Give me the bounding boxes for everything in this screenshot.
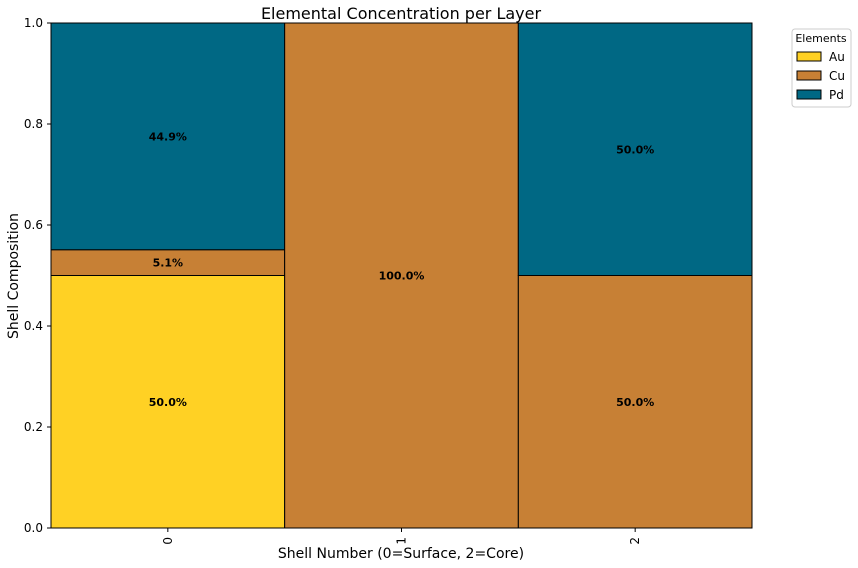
x-tick-label: 1: [395, 537, 409, 545]
data-label-au-0: 50.0%: [149, 396, 187, 409]
data-label-pd-0: 44.9%: [149, 130, 187, 143]
legend-swatch-cu: [796, 70, 822, 81]
x-tick-label: 0: [161, 537, 175, 545]
y-tick-label: 0.6: [24, 218, 43, 232]
y-tick-label: 1.0: [24, 16, 43, 30]
bar-segment-cu-0: [50, 249, 286, 276]
bar-segment-cu-2: [517, 275, 753, 529]
y-axis-label: Shell Composition: [6, 213, 22, 339]
y-tick-label: 0.4: [24, 319, 43, 333]
data-label-cu-0: 5.1%: [153, 257, 184, 270]
data-label-pd-2: 50.0%: [616, 143, 654, 156]
legend-swatch-au: [796, 51, 822, 62]
legend-label-pd: Pd: [829, 88, 844, 102]
x-axis: 0 1 2: [161, 528, 642, 545]
y-axis: 0.0 0.2 0.4 0.6 0.8 1.0: [24, 16, 51, 535]
y-tick-label: 0.8: [24, 117, 43, 131]
legend-label-cu: Cu: [829, 69, 845, 83]
x-axis-label: Shell Number (0=Surface, 2=Core): [278, 546, 524, 562]
bar-segment-cu-1: [284, 22, 519, 529]
chart-title: Elemental Concentration per Layer: [261, 4, 542, 23]
data-label-cu-1: 100.0%: [379, 270, 425, 283]
data-labels-group: 50.0% 5.1% 44.9% 100.0% 50.0% 50.0%: [149, 130, 655, 408]
y-tick-label: 0.2: [24, 420, 43, 434]
x-tick-label: 2: [628, 537, 642, 545]
legend-swatch-pd: [796, 89, 822, 100]
y-tick-label: 0.0: [24, 521, 43, 535]
legend-title: Elements: [795, 32, 847, 45]
bar-segment-pd-2: [517, 22, 753, 276]
bars-group: [50, 22, 753, 529]
legend-frame: [791, 28, 852, 108]
legend-label-au: Au: [829, 50, 845, 64]
legend: Elements Au Cu Pd: [791, 28, 852, 108]
bar-segment-au-0: [50, 275, 286, 529]
data-label-cu-2: 50.0%: [616, 396, 654, 409]
